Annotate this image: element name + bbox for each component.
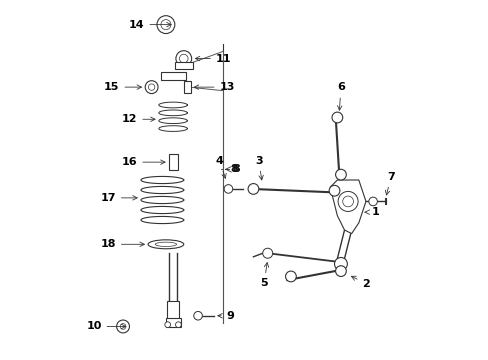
Text: 2: 2 (351, 276, 369, 289)
Circle shape (224, 185, 232, 193)
Circle shape (342, 196, 353, 207)
Text: 9: 9 (217, 311, 234, 321)
Polygon shape (329, 180, 365, 234)
Circle shape (331, 112, 342, 123)
Text: 12: 12 (122, 114, 155, 124)
Bar (167, 301, 179, 320)
Circle shape (335, 266, 346, 276)
Circle shape (193, 311, 202, 320)
Circle shape (176, 51, 191, 66)
Text: 7: 7 (385, 172, 394, 195)
Text: 10: 10 (86, 321, 125, 332)
Circle shape (335, 169, 346, 180)
Circle shape (337, 192, 357, 211)
Bar (175, 63, 192, 69)
Circle shape (247, 184, 258, 194)
Circle shape (179, 54, 188, 63)
Text: 15: 15 (104, 82, 141, 92)
Bar (168, 154, 177, 170)
Circle shape (328, 185, 339, 196)
Text: 14: 14 (129, 19, 171, 30)
Ellipse shape (148, 240, 183, 249)
Circle shape (175, 322, 181, 328)
Text: 13: 13 (194, 82, 234, 92)
Circle shape (161, 19, 171, 30)
Circle shape (164, 322, 170, 328)
Text: 18: 18 (100, 239, 144, 249)
Text: 3: 3 (254, 156, 263, 180)
Text: 5: 5 (260, 262, 268, 288)
Circle shape (116, 320, 129, 333)
Text: 8: 8 (230, 164, 238, 174)
Circle shape (157, 16, 175, 33)
Circle shape (262, 248, 272, 258)
Bar (184, 81, 190, 93)
Bar (165, 319, 180, 327)
Circle shape (120, 324, 125, 329)
Circle shape (334, 257, 346, 270)
Text: 16: 16 (122, 157, 165, 167)
Circle shape (145, 81, 158, 94)
Text: 17: 17 (100, 193, 137, 203)
Bar (160, 72, 185, 80)
Text: 8: 8 (231, 164, 239, 174)
Circle shape (148, 84, 155, 90)
Circle shape (285, 271, 296, 282)
Ellipse shape (155, 242, 176, 247)
Text: 6: 6 (336, 82, 344, 110)
Text: 11: 11 (195, 54, 231, 64)
Text: 1: 1 (365, 207, 378, 217)
Text: 4: 4 (215, 156, 225, 178)
Circle shape (368, 197, 377, 206)
